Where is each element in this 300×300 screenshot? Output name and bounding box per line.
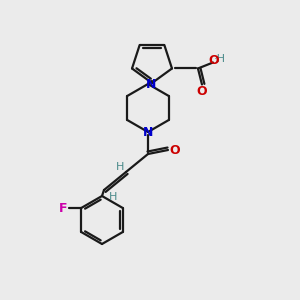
Text: N: N (146, 77, 156, 91)
Text: ·H: ·H (214, 55, 226, 64)
Text: O: O (170, 143, 180, 157)
Text: N: N (143, 125, 153, 139)
Text: O: O (209, 54, 219, 67)
Text: F: F (59, 202, 68, 214)
Text: H: H (116, 162, 124, 172)
Text: H: H (109, 192, 117, 202)
Text: O: O (197, 85, 207, 98)
